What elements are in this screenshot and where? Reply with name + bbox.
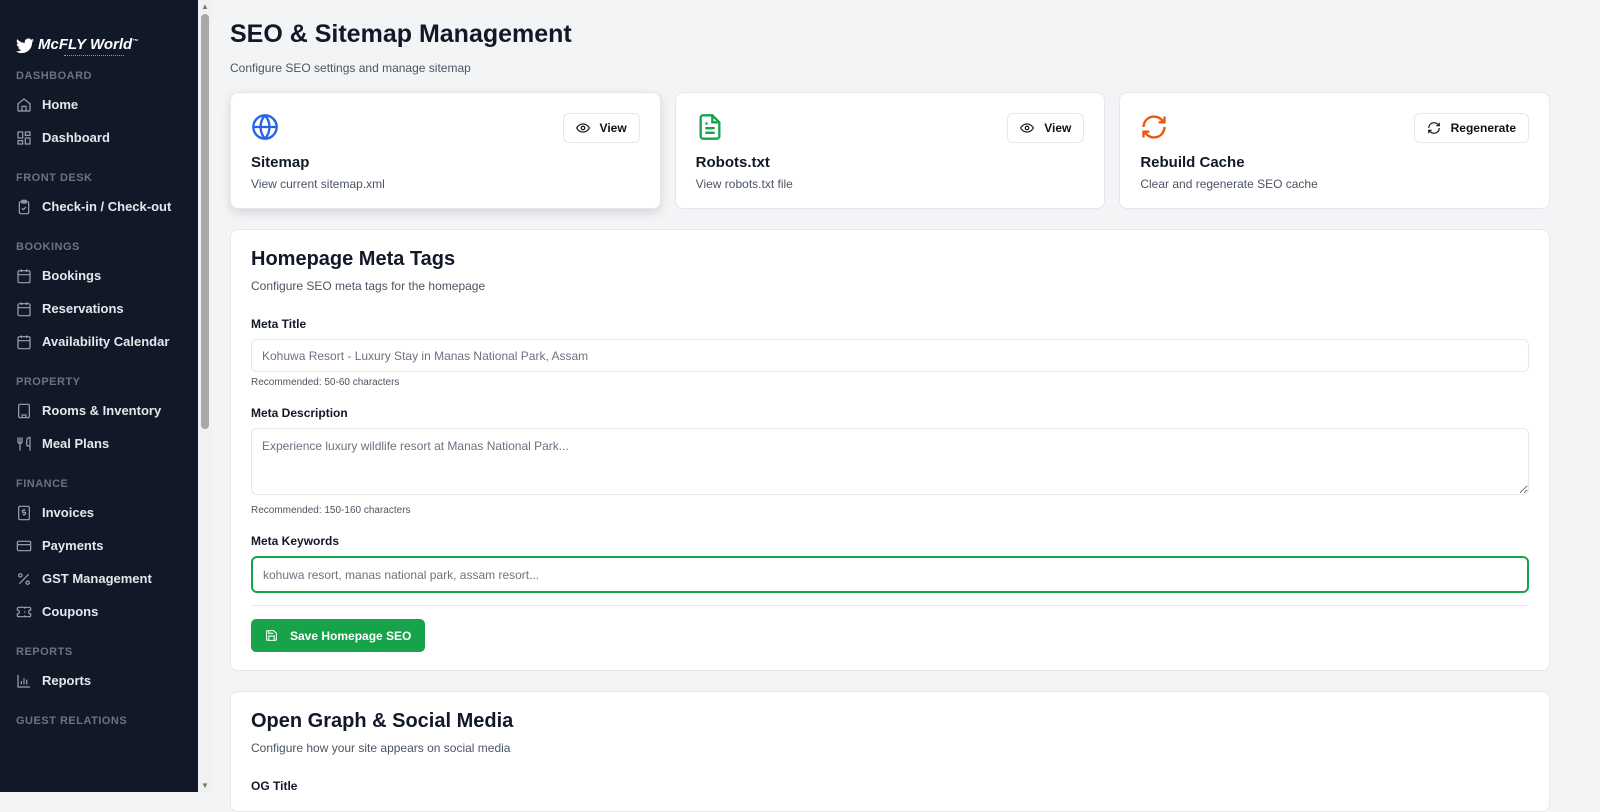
page-subtitle: Configure SEO settings and manage sitema…: [230, 61, 471, 75]
section-description: Configure SEO meta tags for the homepage: [251, 279, 486, 293]
sidebar-item-label: Rooms & Inventory: [42, 403, 162, 418]
sidebar-item-dashboard[interactable]: Dashboard: [0, 121, 198, 154]
calendar-icon: [17, 301, 31, 316]
sidebar-item-bookings[interactable]: Bookings: [0, 259, 198, 292]
utensils-icon: [17, 436, 31, 451]
robots-card: Robots.txt View robots.txt file View: [674, 92, 1106, 209]
eye-icon: [575, 123, 590, 133]
rebuild-cache-card: Rebuild Cache Clear and regenerate SEO c…: [1119, 92, 1551, 209]
section-title: Homepage Meta Tags: [251, 248, 456, 270]
sidebar-item-label: Payments: [42, 538, 104, 553]
meta-description-label: Meta Description: [251, 406, 348, 420]
button-label: View: [1044, 121, 1072, 135]
card-description: Clear and regenerate SEO cache: [1140, 177, 1318, 191]
button-label: Regenerate: [1450, 121, 1517, 135]
sidebar-section-heading: FINANCE: [16, 478, 69, 490]
trademark: ™: [132, 39, 139, 45]
sidebar-item-label: Coupons: [42, 604, 99, 619]
sidebar-item-label: Invoices: [42, 505, 95, 520]
card-description: View current sitemap.xml: [251, 177, 385, 191]
sidebar-item-label: Reports: [42, 673, 92, 688]
sidebar-item-payments[interactable]: Payments: [0, 529, 198, 562]
clipboard-check-icon: [18, 199, 30, 214]
regenerate-button[interactable]: Regenerate: [1413, 113, 1530, 143]
scrollbar[interactable]: ▲ ▼: [198, 0, 212, 792]
main-content: SEO & Sitemap Management Configure SEO s…: [230, 0, 1551, 812]
card-description: View robots.txt file: [695, 177, 793, 191]
sidebar-item-check-in-check-out[interactable]: Check-in / Check-out: [0, 190, 198, 223]
sidebar-item-label: Bookings: [42, 268, 102, 283]
sidebar-item-label: Home: [42, 97, 79, 112]
sidebar: McFLY World™ DASHBOARD Home Dashboard FRONT…: [0, 0, 198, 792]
sidebar-item-coupons[interactable]: Coupons: [0, 595, 198, 628]
sidebar-section-heading: DASHBOARD: [16, 70, 92, 82]
building-icon: [18, 403, 30, 418]
calendar-grid-icon: [17, 334, 31, 349]
dollar-receipt-icon: [18, 505, 30, 520]
sidebar-section-heading: REPORTS: [16, 646, 73, 658]
home-icon: [17, 97, 31, 112]
card-title: Sitemap: [251, 154, 310, 171]
scrollbar-thumb[interactable]: [201, 14, 209, 429]
meta-title-label: Meta Title: [251, 317, 307, 331]
logo-tagline: [64, 55, 124, 56]
view-robots-button[interactable]: View: [1007, 113, 1085, 143]
card-title: Rebuild Cache: [1140, 154, 1245, 171]
divider: [251, 605, 1529, 606]
sidebar-item-label: Dashboard: [42, 130, 110, 145]
sidebar-item-label: Reservations: [42, 301, 124, 316]
ticket-icon: [16, 606, 32, 617]
dashboard-icon: [17, 130, 31, 145]
sidebar-item-rooms-inventory[interactable]: Rooms & Inventory: [0, 394, 198, 427]
eye-icon: [1020, 123, 1035, 133]
refresh-icon: [1142, 115, 1167, 139]
bar-chart-icon: [17, 674, 30, 688]
percent-icon: [18, 572, 30, 585]
scroll-down-arrow[interactable]: ▼: [201, 781, 209, 790]
sidebar-item-reports[interactable]: Reports: [0, 664, 198, 697]
sidebar-section-heading: FRONT DESK: [16, 172, 93, 184]
section-title: Open Graph & Social Media: [251, 710, 514, 732]
sidebar-section-heading: BOOKINGS: [16, 241, 80, 253]
homepage-meta-panel: Homepage Meta Tags Configure SEO meta ta…: [230, 229, 1550, 671]
sidebar-item-availability-calendar[interactable]: Availability Calendar: [0, 325, 198, 358]
sidebar-item-meal-plans[interactable]: Meal Plans: [0, 427, 198, 460]
meta-keywords-label: Meta Keywords: [251, 534, 340, 548]
save-homepage-seo-button[interactable]: Save Homepage SEO: [251, 619, 426, 652]
sitemap-card: Sitemap View current sitemap.xml View: [230, 92, 661, 209]
view-sitemap-button[interactable]: View: [562, 113, 640, 143]
bird-icon: [16, 38, 34, 54]
meta-description-input[interactable]: [251, 428, 1529, 495]
meta-title-hint: Recommended: 50-60 characters: [251, 377, 400, 388]
sidebar-item-label: Meal Plans: [42, 436, 110, 451]
sidebar-item-invoices[interactable]: Invoices: [0, 496, 198, 529]
sidebar-item-gst-management[interactable]: GST Management: [0, 562, 198, 595]
meta-title-input[interactable]: [251, 339, 1529, 372]
og-title-label: OG Title: [251, 779, 298, 793]
sidebar-item-label: Availability Calendar: [42, 334, 170, 349]
meta-keywords-input[interactable]: [251, 556, 1529, 593]
credit-card-icon: [16, 540, 32, 551]
open-graph-panel: Open Graph & Social Media Configure how …: [230, 691, 1550, 812]
sidebar-item-label: GST Management: [42, 571, 152, 586]
sidebar-item-reservations[interactable]: Reservations: [0, 292, 198, 325]
file-text-icon: [699, 114, 721, 140]
sidebar-item-home[interactable]: Home: [0, 88, 198, 121]
logo-text: McFLY World: [38, 36, 133, 53]
button-label: View: [599, 121, 627, 135]
sidebar-section-heading: PROPERTY: [16, 376, 81, 388]
scroll-up-arrow[interactable]: ▲: [201, 2, 209, 11]
globe-icon: [252, 114, 278, 140]
page-title: SEO & Sitemap Management: [230, 20, 572, 48]
button-label: Save Homepage SEO: [290, 628, 412, 643]
sidebar-item-label: Check-in / Check-out: [42, 199, 172, 214]
card-title: Robots.txt: [695, 154, 770, 171]
meta-description-hint: Recommended: 150-160 characters: [251, 505, 411, 516]
sidebar-section-heading: GUEST RELATIONS: [16, 715, 128, 727]
calendar-icon: [17, 268, 31, 283]
refresh-icon: [1427, 122, 1440, 134]
save-icon: [266, 630, 277, 641]
logo[interactable]: McFLY World™: [0, 0, 198, 70]
section-description: Configure how your site appears on socia…: [251, 741, 511, 755]
